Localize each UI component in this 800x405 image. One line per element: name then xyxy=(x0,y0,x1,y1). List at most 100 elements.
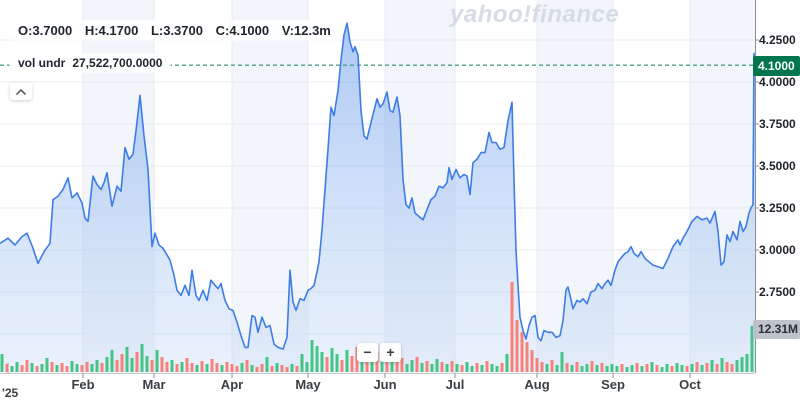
volume-bar xyxy=(15,362,19,372)
volume-bar xyxy=(50,362,54,372)
volume-bar xyxy=(255,367,259,372)
volume-bar xyxy=(485,361,489,372)
volume-bar xyxy=(645,364,649,372)
zoom-out-button[interactable]: − xyxy=(357,343,378,362)
volume-bar xyxy=(395,362,399,372)
ohlc-high: H:4.1700 xyxy=(84,23,139,38)
chevron-up-icon xyxy=(16,88,26,95)
volume-bar xyxy=(580,366,584,372)
volume-bar xyxy=(270,366,274,372)
volume-bar xyxy=(680,365,684,372)
collapse-indicator-button[interactable] xyxy=(10,83,32,100)
volume-bar xyxy=(160,357,164,372)
volume-bar xyxy=(185,358,189,372)
y-axis-label: 4.0000 xyxy=(759,75,796,89)
x-axis-year-label: '25 xyxy=(2,386,19,400)
ohlc-close: C:4.1000 xyxy=(215,23,270,38)
volume-bar xyxy=(405,364,409,372)
x-axis-month-label: Apr xyxy=(220,377,244,392)
volume-bar xyxy=(55,365,59,372)
indicator-value: 27,522,700.0000 xyxy=(72,56,163,70)
volume-bar xyxy=(140,344,144,372)
x-axis-month-label: Mar xyxy=(142,377,166,392)
volume-bar xyxy=(455,364,459,372)
volume-bar xyxy=(230,364,234,372)
x-axis-month-label: Jul xyxy=(445,377,465,392)
volume-bar xyxy=(710,360,714,372)
volume-bar xyxy=(60,363,64,372)
volume-bar xyxy=(475,363,479,372)
volume-bar xyxy=(80,365,84,372)
volume-bar xyxy=(660,367,664,372)
zoom-in-button[interactable]: + xyxy=(380,343,401,362)
volume-bar xyxy=(570,365,574,372)
volume-bar xyxy=(85,362,89,372)
volume-bar xyxy=(390,356,394,372)
volume-bar xyxy=(575,362,579,372)
volume-bar xyxy=(370,360,374,372)
volume-bar xyxy=(260,364,264,372)
volume-bar xyxy=(385,360,389,372)
volume-bar xyxy=(95,360,99,372)
current-volume-badge: 12.31M xyxy=(753,320,800,339)
y-axis-label: 4.2500 xyxy=(759,33,796,47)
volume-bar xyxy=(65,366,69,372)
volume-bar xyxy=(125,347,129,372)
ohlc-low: L:3.3700 xyxy=(150,23,203,38)
volume-bar xyxy=(70,361,74,372)
y-axis-label: 3.7500 xyxy=(759,117,796,131)
volume-bar xyxy=(35,366,39,372)
price-line xyxy=(0,22,756,350)
volume-bar xyxy=(705,363,709,372)
volume-bar xyxy=(490,364,494,372)
volume-bar xyxy=(215,363,219,372)
volume-bar xyxy=(320,352,324,372)
volume-bar xyxy=(700,365,704,372)
x-axis-month-label: Oct xyxy=(679,377,701,392)
x-axis-month-label: Sep xyxy=(601,377,625,392)
volume-bar xyxy=(20,365,24,372)
volume-bar xyxy=(380,357,384,372)
volume-bar xyxy=(685,366,689,372)
volume-bar xyxy=(265,357,269,372)
volume-bar xyxy=(585,364,589,372)
volume-bar xyxy=(630,365,634,372)
volume-bar xyxy=(325,357,329,372)
volume-bar xyxy=(675,363,679,372)
volume-bar xyxy=(165,362,169,372)
volume-bar xyxy=(505,354,509,372)
volume-bar xyxy=(170,360,174,372)
volume-bar xyxy=(525,342,529,372)
volume-bar xyxy=(665,364,669,372)
volume-bar xyxy=(615,366,619,372)
volume-bar xyxy=(400,358,404,372)
volume-bar xyxy=(595,365,599,372)
ohlc-open: O:3.7000 xyxy=(18,23,73,38)
volume-bar xyxy=(670,366,674,372)
volume-bar xyxy=(115,360,119,372)
volume-bar xyxy=(655,365,659,372)
volume-bar xyxy=(135,352,139,372)
volume-bar xyxy=(750,326,754,372)
volume-bar xyxy=(335,354,339,372)
current-price-badge: 4.1000 xyxy=(753,56,800,76)
volume-bar xyxy=(195,365,199,372)
volume-bar xyxy=(465,362,469,372)
volume-bar xyxy=(40,364,44,372)
x-axis-month-label: Aug xyxy=(524,377,550,392)
volume-bar xyxy=(415,357,419,372)
price-area-fill xyxy=(0,23,755,372)
y-axis-label: 3.2500 xyxy=(759,201,796,215)
volume-bar xyxy=(375,352,379,372)
volume-bar xyxy=(470,366,474,372)
volume-bar xyxy=(735,360,739,372)
x-axis-month-label: Feb xyxy=(71,377,95,392)
volume-bar xyxy=(720,358,724,372)
volume-bar xyxy=(300,354,304,372)
volume-bar xyxy=(745,354,749,372)
volume-bar xyxy=(520,332,524,372)
volume-bar xyxy=(500,363,504,372)
volume-bar xyxy=(90,364,94,372)
